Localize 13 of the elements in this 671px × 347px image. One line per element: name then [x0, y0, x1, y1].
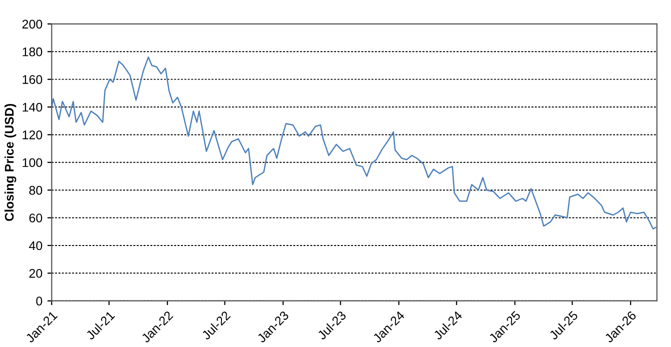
line-series: [52, 56, 656, 230]
y-tick-label: 180: [22, 47, 42, 56]
y-tick-label: 160: [22, 75, 42, 84]
y-tick-label: 0: [36, 296, 42, 306]
y-tick-label: 60: [29, 214, 42, 222]
y-tick-label: 20: [29, 268, 42, 278]
y-tick-label: 80: [29, 186, 42, 195]
y-tick-label: 100: [22, 158, 42, 168]
y-tick-label: 40: [29, 241, 42, 250]
y-axis-title: Closing Price (USD): [4, 104, 16, 221]
y-tick-label: 200: [22, 20, 42, 29]
y-tick-label: 120: [22, 130, 42, 140]
y-tick-label: 140: [22, 102, 42, 112]
